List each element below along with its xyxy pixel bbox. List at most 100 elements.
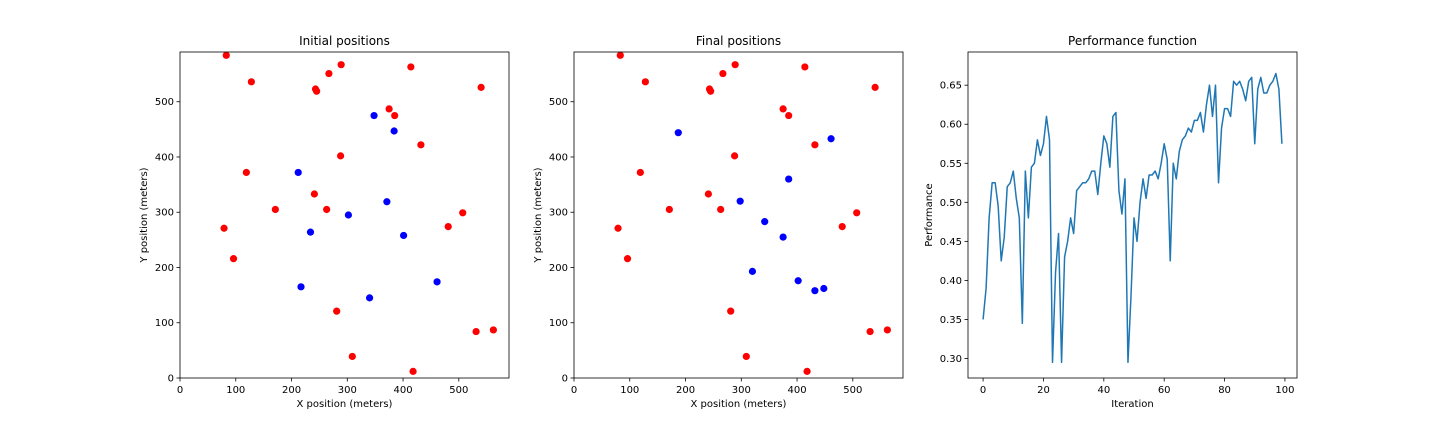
x-tick-label: 100 <box>226 385 245 396</box>
scatter-point <box>623 255 632 263</box>
y-axis-label: Y position (meters) <box>139 167 150 263</box>
scatter-point <box>707 87 715 95</box>
scatter-point <box>444 223 452 231</box>
scatter-point <box>785 111 793 120</box>
scatter-point <box>719 69 727 78</box>
subplot-1: Initial positions 0 100 200 300 400 500 0 100 200… <box>139 34 510 410</box>
x-axis-label: Iteration <box>1111 399 1153 410</box>
scatter-point <box>383 198 391 206</box>
scatter-point <box>665 205 673 214</box>
x-tick-label: 0 <box>571 385 577 396</box>
x-tick-label: 300 <box>732 385 751 396</box>
scatter-point <box>385 105 393 113</box>
scatter-point <box>370 111 378 120</box>
y-tick-label: 0.65 <box>940 81 962 92</box>
scatter-point <box>779 233 787 241</box>
scatter-point <box>407 63 415 71</box>
x-tick-label: 200 <box>282 385 301 396</box>
scatter-point <box>323 205 331 214</box>
scatter-point <box>748 267 757 275</box>
scatter-point <box>409 367 417 375</box>
scatter-point <box>820 284 828 293</box>
y-tick-label: 300 <box>549 208 568 219</box>
x-tick-label: 300 <box>338 385 357 396</box>
y-tick-label: 100 <box>549 318 568 329</box>
scatter-point <box>614 224 622 232</box>
x-tick-label: 20 <box>1037 385 1050 396</box>
x-axis-label: X position (meters) <box>691 399 787 410</box>
x-tick-label: 0 <box>177 385 183 396</box>
scatter-point <box>337 61 345 69</box>
scatter-point <box>704 190 712 198</box>
chart-title: Final positions <box>696 34 781 48</box>
scatter-point <box>794 277 802 285</box>
scatter-point <box>827 135 835 143</box>
scatter-point <box>717 205 725 214</box>
y-tick-label: 0.30 <box>940 354 962 365</box>
scatter-point <box>801 63 809 71</box>
x-tick-label: 40 <box>1097 385 1110 396</box>
x-tick-label: 400 <box>788 385 807 396</box>
scatter-point <box>779 105 787 113</box>
x-axis-label: X position (meters) <box>297 399 393 410</box>
scatter-point <box>348 352 356 361</box>
x-tick-label: 60 <box>1158 385 1171 396</box>
axes-frame <box>179 51 510 379</box>
scatter-point <box>242 168 250 177</box>
scatter-point <box>853 209 861 217</box>
scatter-point <box>730 152 739 160</box>
subplot-3: Performance function 0 20 40 60 80 100 0.30 0.35… <box>924 34 1298 410</box>
scatter-point <box>297 283 305 291</box>
scatter-point <box>325 69 333 78</box>
scatter-point <box>417 141 425 149</box>
scatter-point <box>838 223 846 231</box>
scatter-point <box>459 209 467 217</box>
x-tick-label: 400 <box>394 385 413 396</box>
scatter-point <box>390 127 398 135</box>
y-tick-label: 500 <box>155 97 174 108</box>
scatter-point <box>400 231 408 240</box>
x-tick-label: 500 <box>449 385 468 396</box>
y-tick-label: 0.35 <box>940 315 962 326</box>
scatter-point <box>803 367 811 375</box>
scatter-point <box>811 141 819 149</box>
scatter-point <box>472 327 480 336</box>
scatter-point <box>222 51 230 59</box>
scatter-point <box>883 326 891 334</box>
scatter-point <box>866 327 874 336</box>
y-tick-label: 400 <box>155 152 174 163</box>
scatter-point <box>306 228 315 236</box>
scatter-point <box>636 168 644 177</box>
scatter-point <box>674 129 682 137</box>
x-tick-label: 200 <box>676 385 695 396</box>
y-tick-label: 0 <box>562 374 568 385</box>
scatter-point <box>489 326 497 334</box>
y-tick-label: 500 <box>549 97 568 108</box>
scatter-point <box>616 51 624 59</box>
scatter-point <box>247 78 255 86</box>
y-tick-label: 0 <box>168 374 174 385</box>
x-tick-label: 0 <box>980 385 986 396</box>
chart-title: Performance function <box>1068 34 1197 48</box>
subplot-2: Final positions 0 100 200 300 400 500 0 100 200 30… <box>533 34 904 410</box>
scatter-point <box>391 111 399 120</box>
y-tick-label: 300 <box>155 208 174 219</box>
axes-frame <box>967 51 1298 379</box>
scatter-point <box>871 83 879 91</box>
chart-title: Initial positions <box>299 34 390 48</box>
scatter-point <box>313 87 321 95</box>
scatter-point <box>310 190 318 198</box>
scatter-point <box>433 278 441 286</box>
axes-frame <box>573 51 904 379</box>
scatter-point <box>785 175 793 183</box>
x-tick-label: 100 <box>620 385 639 396</box>
y-axis-label: Y position (meters) <box>533 167 544 263</box>
scatter-point <box>365 294 374 302</box>
y-tick-label: 0.60 <box>940 120 962 131</box>
scatter-point <box>294 168 302 177</box>
scatter-point <box>731 61 739 69</box>
scatter-point <box>736 197 744 205</box>
scatter-point <box>641 78 649 86</box>
y-tick-label: 100 <box>155 318 174 329</box>
